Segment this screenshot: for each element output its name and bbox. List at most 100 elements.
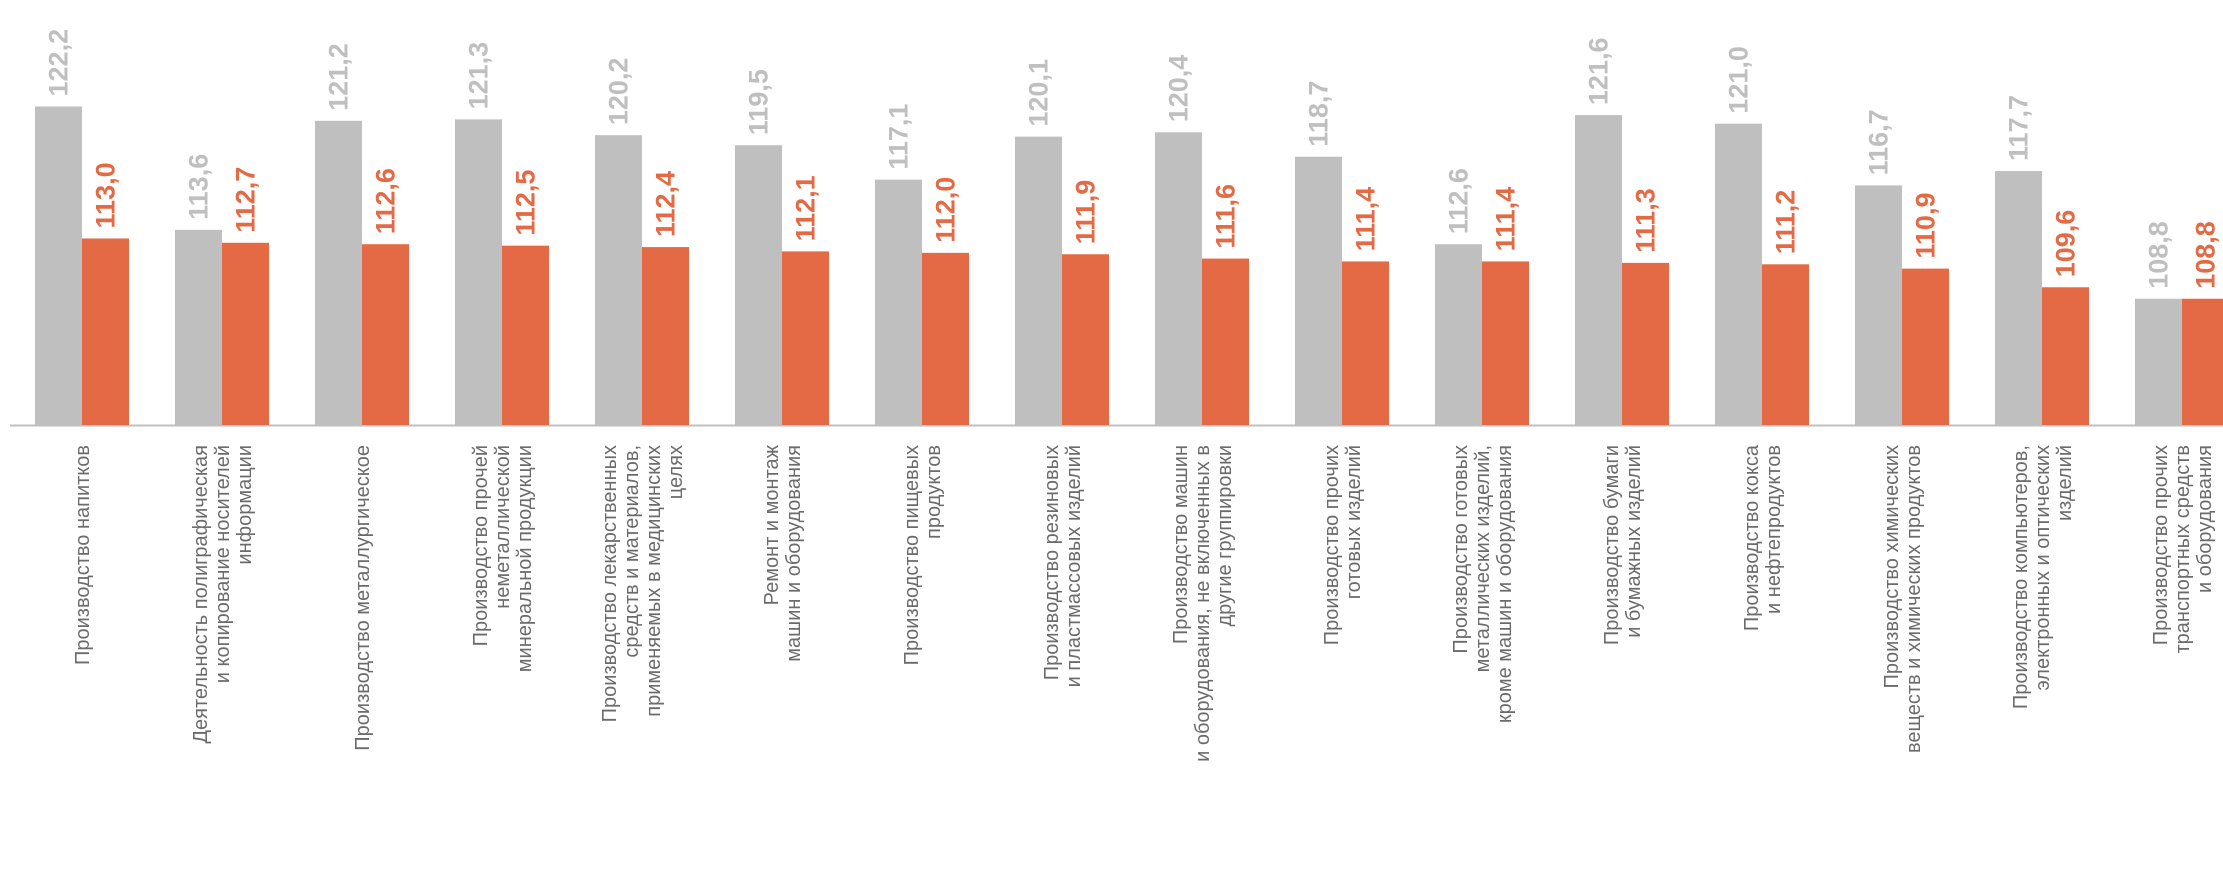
bar-current-9 xyxy=(1202,258,1249,425)
bar-previous-11 xyxy=(1435,244,1482,425)
category-label-5: Производство лекарственных средств и мате… xyxy=(599,445,687,722)
bar-previous-9 xyxy=(1155,132,1202,425)
category-label-line: Производство компьютеров, xyxy=(2010,445,2032,709)
value-label-current-7: 112,0 xyxy=(931,177,961,243)
bar-current-7 xyxy=(922,252,969,425)
category-label-7: Производство пищевых продуктов xyxy=(901,445,945,665)
category-label-line: и нефтепродуктов xyxy=(1763,445,1785,614)
category-label-line: металлических изделий, xyxy=(1472,445,1494,672)
category-label-line: и оборудования xyxy=(2194,445,2216,593)
category-label-line: Производство кокса xyxy=(1741,444,1763,631)
bar-current-4 xyxy=(502,245,549,425)
value-label-current-8: 111,9 xyxy=(1071,180,1101,245)
value-label-previous-11: 112,6 xyxy=(1444,168,1474,234)
value-label-previous-14: 116,7 xyxy=(1864,109,1894,175)
value-label-previous-1: 122,2 xyxy=(44,29,74,97)
bar-previous-3 xyxy=(315,120,362,426)
value-label-previous-15: 117,7 xyxy=(2004,95,2034,161)
category-label-1: Производство напитков xyxy=(72,445,94,665)
value-label-previous-12: 121,6 xyxy=(1584,38,1614,106)
value-label-current-12: 111,3 xyxy=(1631,188,1661,253)
value-label-previous-7: 117,1 xyxy=(884,104,914,170)
category-label-14: Производство химических веществ и химичес… xyxy=(1881,445,1925,753)
value-label-current-3: 112,6 xyxy=(371,168,401,234)
category-label-13: Производство кокса и нефтепродуктов xyxy=(1741,444,1785,631)
bar-current-14 xyxy=(1902,268,1949,425)
value-label-previous-3: 121,2 xyxy=(324,43,354,111)
bar-previous-13 xyxy=(1715,123,1762,426)
category-label-4: Производство прочей неметаллической минера… xyxy=(470,445,536,672)
category-label-line: применяемых в медицинских xyxy=(643,445,665,717)
category-label-line: и пластмассовых изделий xyxy=(1063,445,1085,687)
bar-current-3 xyxy=(362,244,409,425)
bar-previous-10 xyxy=(1295,156,1342,425)
value-label-current-10: 111,4 xyxy=(1351,187,1381,252)
category-label-line: готовых изделий xyxy=(1343,445,1365,599)
category-label-line: Ремонт и монтаж xyxy=(761,444,783,605)
category-label-line: целях xyxy=(665,445,687,499)
value-label-previous-5: 120,2 xyxy=(604,58,634,126)
category-label-line: веществ и химических продуктов xyxy=(1903,445,1925,753)
category-label-line: электронных и оптических xyxy=(2032,445,2054,690)
value-label-current-15: 109,6 xyxy=(2051,210,2081,278)
category-label-line: средств и материалов, xyxy=(621,445,643,658)
category-label-6: Ремонт и монтаж машин и оборудования xyxy=(761,444,805,661)
category-label-line: Производство бумаги xyxy=(1601,445,1623,645)
bar-previous-1 xyxy=(35,106,82,425)
category-label-line: Производство готовых xyxy=(1450,445,1472,654)
category-label-line: машин и оборудования xyxy=(783,445,805,662)
category-label-line: Производство резиновых xyxy=(1041,445,1063,680)
bar-previous-7 xyxy=(875,179,922,425)
value-label-current-6: 112,1 xyxy=(791,175,821,241)
bar-previous-6 xyxy=(735,145,782,425)
value-label-current-14: 110,9 xyxy=(1911,193,1941,259)
category-label-2: Деятельность полиграфическая и копировани… xyxy=(190,445,256,744)
category-label-line: Производство прочих xyxy=(2150,445,2172,645)
bar-current-11 xyxy=(1482,261,1529,425)
value-label-previous-8: 120,1 xyxy=(1024,59,1054,127)
bar-previous-2 xyxy=(175,229,222,425)
category-label-11: Производство готовых металлических издели… xyxy=(1450,445,1516,723)
bar-current-10 xyxy=(1342,261,1389,425)
bar-previous-15 xyxy=(1995,171,2042,425)
value-label-previous-16: 108,8 xyxy=(2144,221,2174,289)
value-label-current-2: 112,7 xyxy=(231,167,261,233)
bar-previous-4 xyxy=(455,119,502,426)
value-label-previous-6: 119,5 xyxy=(744,69,774,135)
category-label-line: Производство прочих xyxy=(1321,445,1343,645)
bar-current-12 xyxy=(1622,262,1669,425)
bar-previous-14 xyxy=(1855,185,1902,425)
bar-current-15 xyxy=(2042,287,2089,425)
category-label-line: и оборудования, не включенных в xyxy=(1192,445,1214,762)
bar-previous-5 xyxy=(595,135,642,425)
value-label-previous-13: 121,0 xyxy=(1724,46,1754,114)
category-label-line: изделий xyxy=(2054,445,2076,521)
value-label-current-11: 111,4 xyxy=(1491,187,1521,252)
value-label-previous-2: 113,6 xyxy=(184,154,214,220)
bar-previous-12 xyxy=(1575,115,1622,425)
category-label-9: Производство машин и оборудования, не вкл… xyxy=(1170,445,1236,762)
value-label-previous-9: 120,4 xyxy=(1164,55,1194,123)
category-label-8: Производство резиновых и пластмассовых из… xyxy=(1041,445,1085,687)
value-label-current-13: 111,2 xyxy=(1771,190,1801,255)
category-label-line: неметаллической xyxy=(492,445,514,609)
category-label-3: Производство металлургическое xyxy=(352,445,374,751)
bar-previous-16 xyxy=(2135,298,2182,425)
bar-current-16 xyxy=(2182,298,2223,425)
category-label-line: продуктов xyxy=(923,445,945,539)
category-label-line: минеральной продукции xyxy=(514,445,536,672)
category-label-12: Производство бумаги и бумажных изделий xyxy=(1601,445,1645,645)
category-label-10: Производство прочих готовых изделий xyxy=(1321,445,1365,645)
value-label-previous-4: 121,3 xyxy=(464,42,494,110)
category-label-16: Производство прочих транспортных средств и… xyxy=(2150,445,2216,654)
bars-layer xyxy=(35,106,2223,426)
category-labels-layer: Производство напитков Деятельность полигр… xyxy=(72,444,2216,762)
category-label-line: информации xyxy=(234,445,256,565)
category-label-line: Производство напитков xyxy=(72,445,94,665)
category-label-15: Производство компьютеров, электронных и о… xyxy=(2010,445,2076,709)
value-labels-layer: 122,2 113,0 113,6 112,7 121,2 112,6 121,3 112,5… xyxy=(44,29,2221,289)
bar-current-2 xyxy=(222,242,269,425)
value-label-previous-10: 118,7 xyxy=(1304,81,1334,147)
